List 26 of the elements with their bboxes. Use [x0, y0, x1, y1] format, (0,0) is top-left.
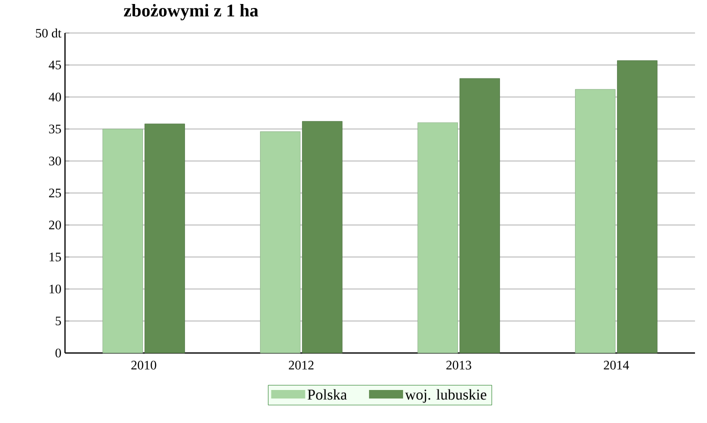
bar	[617, 60, 658, 354]
x-tick-label: 2013	[446, 360, 472, 370]
bar	[302, 121, 342, 354]
bar	[418, 122, 458, 354]
y-tick-label: 15	[50, 252, 61, 262]
legend-label: Polska	[308, 389, 347, 400]
y-tick-label: 30	[49, 156, 61, 166]
bar	[260, 131, 300, 354]
y-tick-label: 20	[49, 220, 61, 230]
bar	[144, 124, 185, 354]
bar	[102, 128, 143, 354]
y-tick-label: 35	[49, 124, 61, 134]
bar	[575, 89, 616, 354]
bar	[460, 78, 500, 354]
y-tick-label: 50 dt	[36, 28, 62, 38]
x-tick-label: 2010	[131, 360, 156, 370]
y-tick-label: 10	[50, 284, 61, 294]
chart-title: zbożowymi z 1 ha	[124, 4, 258, 20]
y-tick-label: 25	[49, 188, 61, 198]
x-tick-label: 2012	[288, 360, 314, 370]
x-tick-label: 2014	[604, 360, 630, 370]
legend-label: woj. lubuskie	[405, 389, 486, 403]
y-tick-label: 45	[48, 60, 61, 70]
y-tick-label: 0	[56, 348, 61, 358]
y-tick-label: 40	[48, 92, 61, 102]
y-tick-label: 5	[56, 316, 61, 326]
